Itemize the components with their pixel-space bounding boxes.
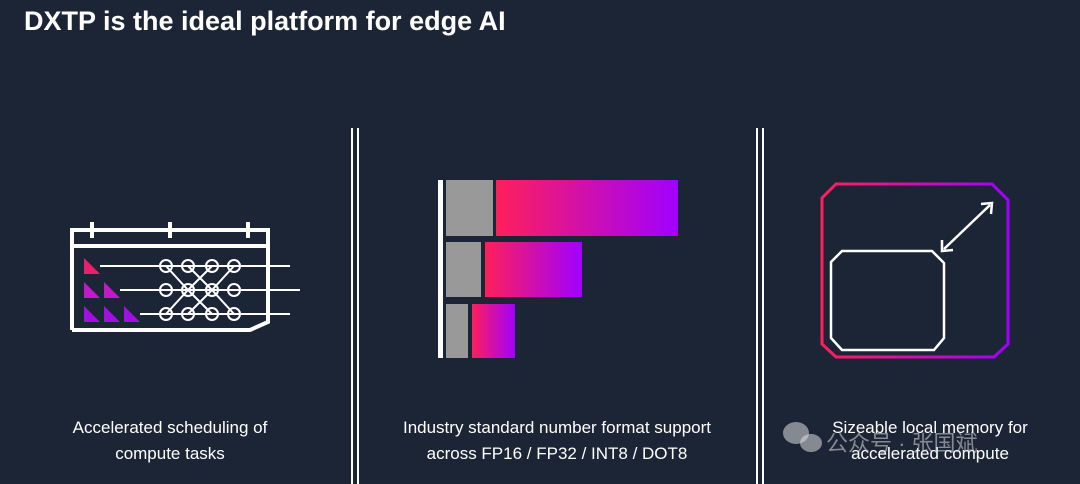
task-triangles [84, 258, 140, 322]
schedule-icon [70, 222, 300, 332]
caption: Sizeable local memory for accelerated co… [832, 418, 1028, 463]
memory-icon [820, 182, 1010, 359]
caption: Accelerated scheduling of compute tasks [72, 418, 268, 463]
format-icon [438, 180, 678, 358]
caption: Industry standard number format support … [402, 418, 712, 463]
watermark: 公众号 · 张国斌 [826, 431, 978, 456]
dividers [351, 128, 764, 484]
slide-title: DXTP is the ideal platform for edge AI [24, 6, 506, 36]
watermark-icon [783, 422, 822, 452]
